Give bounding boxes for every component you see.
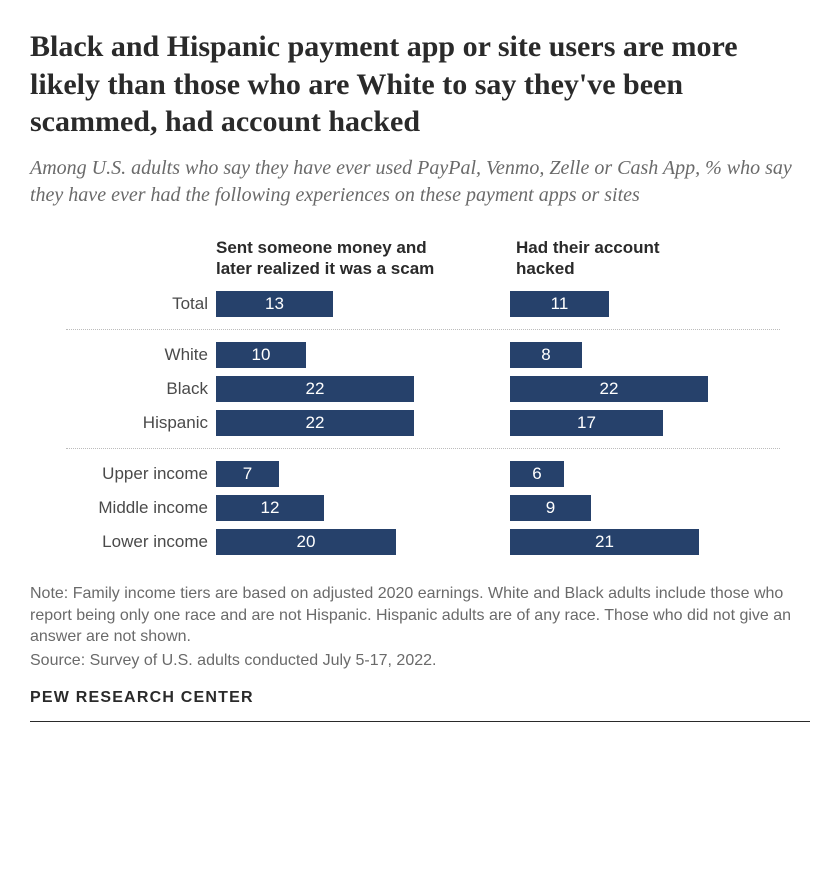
bar-value: 7 — [243, 464, 252, 484]
row-label: Total — [66, 294, 216, 314]
bar-cell-hacked: 6 — [510, 461, 780, 487]
bar-hacked: 6 — [510, 461, 564, 487]
bar-value: 21 — [595, 532, 614, 552]
bar-scam: 22 — [216, 410, 414, 436]
bar-cell-scam: 10 — [216, 342, 486, 368]
bar-hacked: 11 — [510, 291, 609, 317]
bar-hacked: 22 — [510, 376, 708, 402]
row-label: Black — [66, 379, 216, 399]
bar-value: 12 — [261, 498, 280, 518]
bar-value: 20 — [297, 532, 316, 552]
column-gap — [436, 237, 516, 280]
bar-cell-scam: 13 — [216, 291, 486, 317]
bottom-rule — [30, 721, 810, 722]
chart-subtitle: Among U.S. adults who say they have ever… — [30, 155, 810, 209]
chart-container: Black and Hispanic payment app or site u… — [0, 0, 840, 748]
bar-value: 6 — [532, 464, 541, 484]
chart-title: Black and Hispanic payment app or site u… — [30, 28, 810, 141]
bar-value: 22 — [306, 379, 325, 399]
bar-value: 22 — [306, 413, 325, 433]
data-row: Total 13 11 — [66, 289, 780, 319]
data-row: Black 22 22 — [66, 374, 780, 404]
bar-cell-hacked: 22 — [510, 376, 780, 402]
bar-hacked: 9 — [510, 495, 591, 521]
data-row: Hispanic 22 17 — [66, 408, 780, 438]
chart-note: Note: Family income tiers are based on a… — [30, 583, 810, 648]
bar-scam: 22 — [216, 376, 414, 402]
chart-area: Sent someone money and later realized it… — [30, 237, 810, 558]
row-label: Upper income — [66, 464, 216, 484]
bar-value: 10 — [252, 345, 271, 365]
row-label: Middle income — [66, 498, 216, 518]
column-header-scam: Sent someone money and later realized it… — [216, 237, 436, 280]
bar-cell-scam: 7 — [216, 461, 486, 487]
row-label: Lower income — [66, 532, 216, 552]
bar-cell-hacked: 21 — [510, 529, 780, 555]
bar-cell-scam: 12 — [216, 495, 486, 521]
bar-value: 11 — [551, 294, 569, 314]
label-spacer — [66, 237, 216, 280]
bar-value: 13 — [265, 294, 284, 314]
bar-cell-hacked: 11 — [510, 291, 780, 317]
bar-scam: 20 — [216, 529, 396, 555]
bar-cell-hacked: 9 — [510, 495, 780, 521]
bar-hacked: 17 — [510, 410, 663, 436]
bar-cell-scam: 22 — [216, 410, 486, 436]
bar-hacked: 21 — [510, 529, 699, 555]
data-row: Middle income 12 9 — [66, 493, 780, 523]
data-row: Upper income 7 6 — [66, 459, 780, 489]
data-row: Lower income 20 21 — [66, 527, 780, 557]
bar-cell-hacked: 8 — [510, 342, 780, 368]
bar-value: 17 — [577, 413, 596, 433]
bar-scam: 13 — [216, 291, 333, 317]
group-separator — [66, 448, 780, 449]
data-row: White 10 8 — [66, 340, 780, 370]
row-label: White — [66, 345, 216, 365]
bar-cell-scam: 20 — [216, 529, 486, 555]
bar-scam: 10 — [216, 342, 306, 368]
bar-cell-scam: 22 — [216, 376, 486, 402]
group-separator — [66, 329, 780, 330]
brand-label: PEW RESEARCH CENTER — [30, 689, 810, 707]
bar-cell-hacked: 17 — [510, 410, 780, 436]
bar-value: 8 — [541, 345, 550, 365]
bar-value: 22 — [600, 379, 619, 399]
rows-host: Total1311White108Black2222Hispanic2217Up… — [66, 289, 780, 557]
row-label: Hispanic — [66, 413, 216, 433]
bar-scam: 12 — [216, 495, 324, 521]
bar-hacked: 8 — [510, 342, 582, 368]
column-headers: Sent someone money and later realized it… — [66, 237, 780, 280]
bar-value: 9 — [546, 498, 555, 518]
bar-scam: 7 — [216, 461, 279, 487]
column-header-hacked: Had their account hacked — [516, 237, 716, 280]
chart-source: Source: Survey of U.S. adults conducted … — [30, 650, 810, 672]
